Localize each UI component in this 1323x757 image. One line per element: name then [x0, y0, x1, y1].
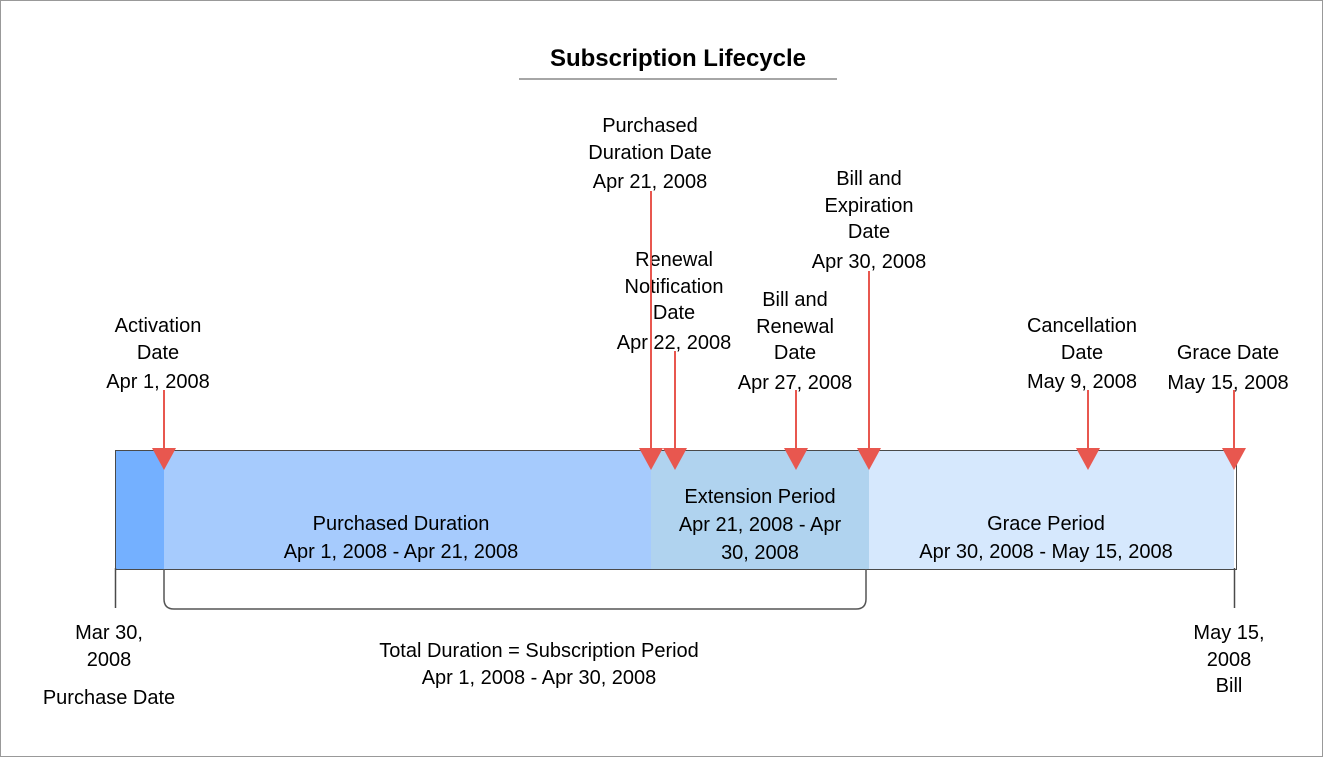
marker-label-line: Renewal	[756, 315, 834, 338]
marker-label-line: Date	[136, 341, 180, 364]
marker-date: Apr 22, 2008	[616, 331, 732, 354]
extension-period-label: Extension Period Apr 21, 2008 - Apr 30, …	[652, 483, 868, 567]
purchase-date-caption: Purchase Date	[42, 687, 176, 709]
cancellation-date-label: Cancellation Date May 9, 2008	[1012, 313, 1152, 396]
total-duration-label: Total Duration = Subscription Period Apr…	[339, 638, 739, 691]
purchased-duration-marker	[639, 191, 663, 470]
period-range: Apr 30, 2008 - May 15, 2008	[919, 541, 1173, 563]
period-name: Grace Period	[987, 513, 1105, 535]
total-duration-title: Total Duration = Subscription Period	[379, 640, 699, 662]
purchased-duration-segment	[164, 451, 651, 569]
marker-label-line: Date	[773, 342, 817, 364]
activation-marker	[152, 390, 176, 470]
marker-label-line: Cancellation	[1026, 315, 1138, 337]
marker-label-line: Notification	[624, 275, 724, 298]
marker-label-line: Bill and	[762, 289, 828, 311]
marker-label-line: Grace Date	[1176, 342, 1280, 364]
end-date-label: May 15, 2008 Bill	[1179, 620, 1279, 700]
grace-period-segment	[869, 451, 1234, 569]
grace-date-marker	[1222, 390, 1246, 470]
period-name: Extension Period	[684, 486, 836, 508]
title-underline	[519, 78, 837, 80]
marker-label-line: Date	[847, 221, 891, 243]
bill-expiration-marker	[857, 271, 881, 470]
marker-label-line: Purchased	[602, 115, 698, 137]
total-duration-range: Apr 1, 2008 - Apr 30, 2008	[421, 666, 657, 689]
renewal-notification-marker	[663, 351, 687, 470]
grace-period-label: Grace Period Apr 30, 2008 - May 15, 2008	[896, 510, 1196, 566]
grace-date-label: Grace Date May 15, 2008	[1153, 340, 1303, 396]
marker-date: May 15, 2008	[1167, 371, 1289, 394]
marker-date: Apr 27, 2008	[737, 371, 853, 394]
purchased-duration-date-label: Purchased Duration Date Apr 21, 2008	[574, 113, 726, 196]
marker-date: Apr 30, 2008	[811, 250, 927, 273]
bill-renewal-date-label: Bill and Renewal Date Apr 27, 2008	[725, 287, 865, 396]
total-duration-bracket	[163, 569, 867, 610]
marker-label-line: Date	[1060, 341, 1104, 364]
start-date-label: Mar 30, 2008	[59, 620, 159, 673]
marker-date: Apr 1, 2008	[106, 371, 210, 393]
marker-label-line: Expiration	[824, 194, 914, 217]
marker-date: Apr 21, 2008	[592, 171, 708, 193]
end-date-line: May 15,	[1193, 622, 1265, 644]
extension-period-segment	[651, 451, 869, 569]
bill-renewal-marker	[784, 390, 808, 470]
period-name: Purchased Duration	[312, 513, 490, 535]
start-date-line: 2008	[86, 648, 132, 671]
period-range: Apr 1, 2008 - Apr 21, 2008	[283, 541, 519, 563]
end-date-line: 2008	[1206, 648, 1252, 671]
marker-date: May 9, 2008	[1026, 371, 1138, 393]
marker-label-line: Duration Date	[588, 141, 712, 164]
purchased-duration-label: Purchased Duration Apr 1, 2008 - Apr 21,…	[251, 510, 551, 566]
renewal-notification-date-label: Renewal Notification Date Apr 22, 2008	[604, 247, 744, 356]
period-range-cont: 30, 2008	[721, 542, 799, 564]
marker-label-line: Activation	[114, 315, 202, 337]
marker-label-line: Bill and	[836, 168, 902, 190]
start-date-line: Mar 30,	[75, 622, 143, 644]
period-range: Apr 21, 2008 - Apr	[678, 514, 842, 536]
pre-activation-segment	[116, 451, 164, 569]
cancellation-marker	[1076, 390, 1100, 470]
marker-label-line: Date	[652, 302, 696, 324]
diagram-title: Subscription Lifecycle	[549, 45, 807, 72]
end-caption: Bill	[1215, 675, 1243, 697]
activation-date-label: Activation Date Apr 1, 2008	[88, 313, 228, 396]
marker-label-line: Renewal	[635, 249, 713, 271]
bill-expiration-date-label: Bill and Expiration Date Apr 30, 2008	[793, 166, 945, 275]
